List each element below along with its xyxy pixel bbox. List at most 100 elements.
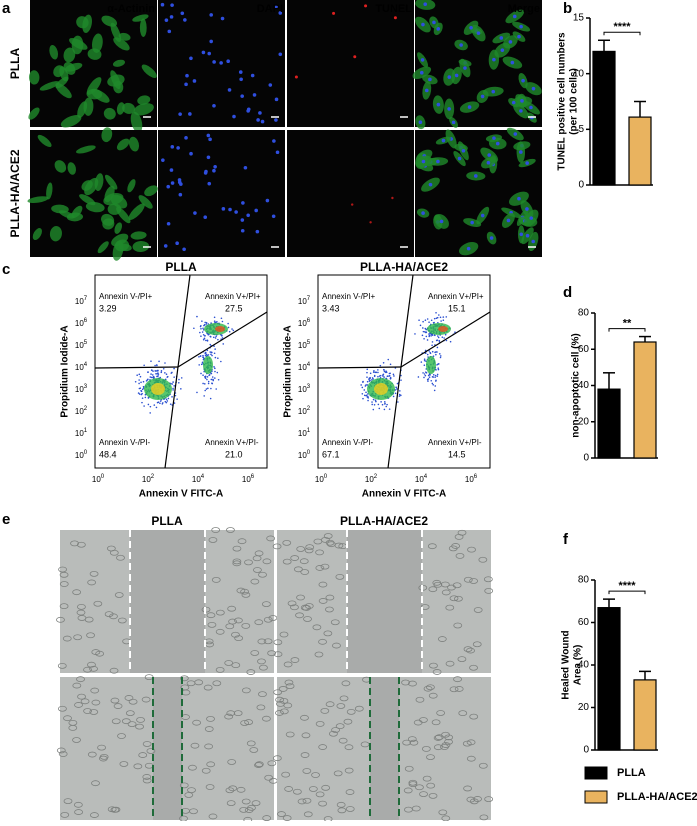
event <box>164 372 166 374</box>
event <box>424 331 426 333</box>
cell <box>138 752 148 758</box>
cell <box>281 771 291 778</box>
cell <box>110 22 122 43</box>
nucleus <box>447 107 451 111</box>
cell <box>205 784 215 790</box>
event <box>215 388 218 390</box>
cell <box>279 697 289 704</box>
cell <box>139 18 147 37</box>
quadrant-label: Annexin V+/PI- <box>205 438 259 447</box>
nucleus <box>271 214 276 219</box>
cell <box>133 103 154 116</box>
event <box>428 321 430 323</box>
nucleus <box>278 11 283 15</box>
event <box>438 314 440 316</box>
tick-exponent: 6 <box>307 318 311 324</box>
event <box>438 339 441 342</box>
event <box>199 331 201 334</box>
event <box>201 331 204 333</box>
nucleus <box>519 150 523 154</box>
cell <box>107 806 117 813</box>
nucleus <box>183 18 187 22</box>
x-tick-label: 102 <box>142 474 155 485</box>
nucleus <box>513 132 518 136</box>
nucleus <box>474 174 478 178</box>
column-title: PLLA-HA/ACE2 <box>340 514 428 528</box>
nucleus <box>252 93 257 97</box>
y-tick-label: 0 <box>583 745 589 756</box>
event <box>427 380 429 382</box>
nucleus <box>495 141 500 146</box>
cell <box>318 581 328 588</box>
cell <box>82 14 92 33</box>
nucleus <box>160 2 165 7</box>
cell <box>299 558 309 565</box>
event <box>204 351 207 354</box>
cell <box>206 612 216 619</box>
bar <box>633 341 657 459</box>
nucleus <box>206 155 211 160</box>
cell <box>336 703 346 709</box>
cell <box>272 543 282 550</box>
cell <box>208 537 218 543</box>
event <box>366 380 369 383</box>
cell <box>466 755 476 762</box>
y-tick-label: 102 <box>298 406 311 417</box>
cell <box>267 760 277 767</box>
cell <box>226 800 236 806</box>
significance-bracket <box>608 328 646 332</box>
event <box>170 372 173 374</box>
cell <box>463 646 473 653</box>
tick-exponent: 3 <box>84 384 88 390</box>
cell <box>53 65 65 78</box>
event <box>147 371 149 373</box>
event <box>157 373 160 375</box>
cell <box>92 33 103 53</box>
nucleus <box>228 207 232 212</box>
nucleus <box>489 236 494 240</box>
event <box>362 380 364 383</box>
cell <box>55 76 69 89</box>
event <box>214 348 216 350</box>
nucleus <box>175 241 179 245</box>
cell <box>101 127 113 143</box>
cell <box>28 107 40 120</box>
event <box>207 387 209 390</box>
cell <box>326 541 336 548</box>
event <box>366 384 369 386</box>
cell <box>403 787 413 794</box>
event <box>372 398 375 401</box>
cell <box>318 638 327 645</box>
event <box>396 382 399 385</box>
cell <box>315 721 325 727</box>
cell <box>444 738 453 745</box>
x-tick-label: 106 <box>242 474 255 485</box>
nucleus <box>170 145 175 149</box>
cell <box>60 115 82 128</box>
event <box>210 387 212 390</box>
nucleus <box>192 79 197 83</box>
cell <box>114 222 123 234</box>
event <box>424 374 427 377</box>
event <box>420 361 423 363</box>
cell <box>305 544 315 551</box>
event <box>419 324 422 327</box>
nucleus <box>184 82 188 87</box>
y-tick-label: 60 <box>578 617 590 628</box>
cell <box>72 589 82 596</box>
event <box>173 402 176 404</box>
cell <box>87 579 97 586</box>
cell <box>473 607 483 613</box>
micrograph <box>287 0 414 127</box>
cell <box>454 595 463 602</box>
cell <box>315 565 325 571</box>
event <box>215 335 217 338</box>
cell <box>318 800 327 807</box>
tick-exponent: 2 <box>307 406 311 412</box>
cell <box>339 695 349 702</box>
event <box>436 364 438 366</box>
cell <box>194 679 204 686</box>
nucleus <box>213 165 217 169</box>
cell <box>116 206 131 224</box>
event <box>395 386 397 389</box>
